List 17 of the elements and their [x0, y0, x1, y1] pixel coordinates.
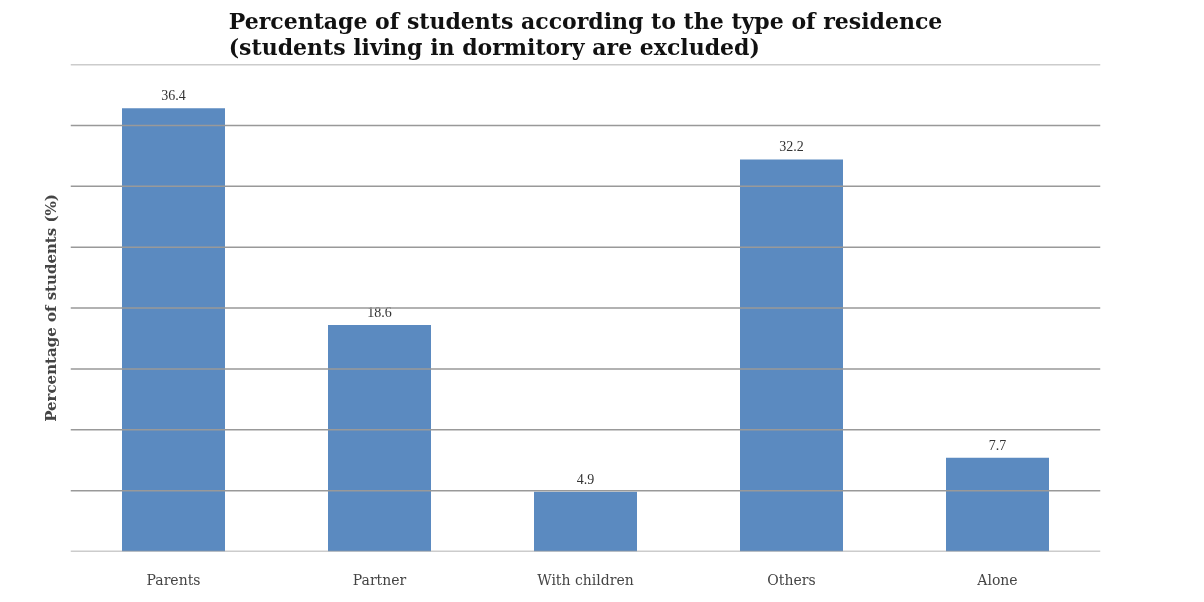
data-label: 7.7 — [988, 437, 1007, 453]
x-tick-label: With children — [537, 571, 634, 588]
x-tick-label: Others — [767, 571, 816, 588]
x-tick-label: Alone — [976, 571, 1018, 588]
bar — [122, 108, 225, 552]
x-tick-label: Partner — [352, 571, 407, 588]
data-label: 4.9 — [576, 471, 595, 487]
bar — [534, 491, 637, 552]
bar — [740, 159, 843, 552]
data-label: 18.6 — [367, 305, 392, 321]
bar — [946, 457, 1049, 552]
chart-title: Percentage of students according to the type of residence (students living in dormitory are excluded) — [228, 7, 943, 60]
data-label: 32.2 — [779, 139, 804, 155]
bar — [328, 325, 431, 552]
x-tick-label: Parents — [146, 571, 201, 588]
data-label: 36.4 — [161, 88, 186, 104]
y-axis-title: Percentage of students (%) — [41, 194, 60, 422]
